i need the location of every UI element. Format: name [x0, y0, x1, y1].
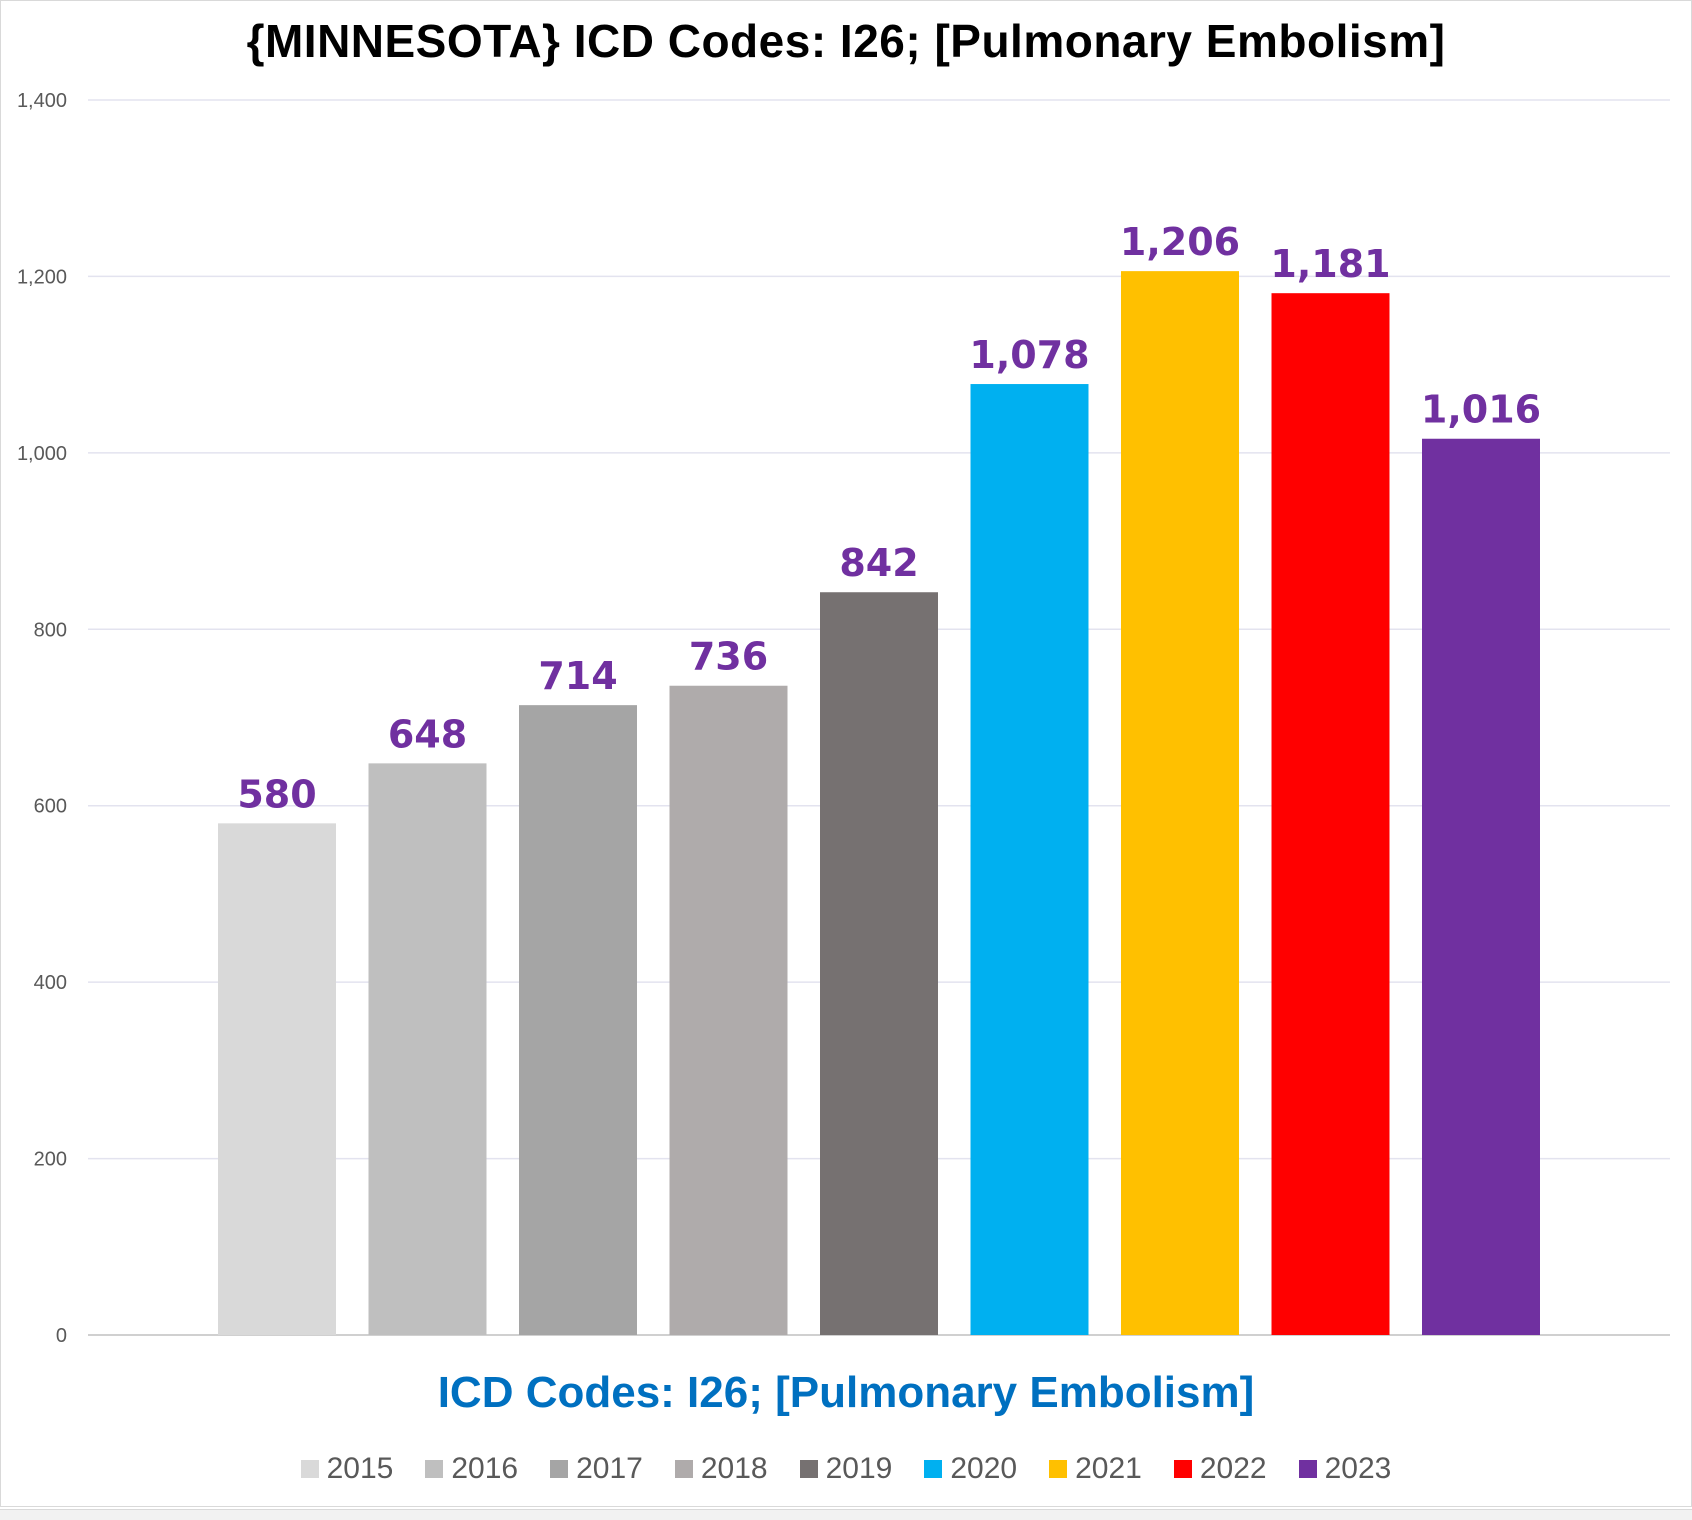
data-label-2019: 842 [839, 541, 918, 585]
legend-swatch [924, 1460, 943, 1478]
y-tick-label: 1,200 [17, 266, 67, 288]
y-tick-label: 1,400 [17, 90, 67, 112]
y-tick-label: 600 [34, 796, 67, 818]
plot-area: 0 200 400 600 800 1,000 1,200 1,400 580 648 714 736… [17, 90, 1670, 1347]
bar-2018 [669, 685, 788, 1335]
legend-label: 2019 [825, 1452, 893, 1485]
bar-2015 [218, 823, 336, 1335]
y-tick-label: 200 [34, 1149, 67, 1171]
legend-item-2017: 2017 [550, 1452, 643, 1486]
data-label-2023: 1,016 [1421, 388, 1541, 432]
legend-label: 2018 [700, 1452, 768, 1485]
data-label-2021: 1,206 [1120, 220, 1240, 264]
legend-label: 2022 [1199, 1452, 1267, 1485]
legend-swatch [1049, 1460, 1068, 1478]
bar-2016 [368, 763, 487, 1335]
bar-2022 [1271, 293, 1390, 1335]
legend-item-2020: 2020 [924, 1452, 1017, 1486]
legend-label: 2015 [326, 1452, 394, 1485]
legend: 2015 2016 2017 2018 2019 2020 2021 2022 2023 [0, 1452, 1692, 1486]
legend-label: 2021 [1075, 1452, 1142, 1485]
legend-item-2023: 2023 [1298, 1452, 1392, 1486]
x-axis-label: ICD Codes: I26; [Pulmonary Embolism] [437, 1368, 1255, 1417]
legend-item-2022: 2022 [1173, 1452, 1267, 1486]
legend-label: 2023 [1324, 1452, 1392, 1485]
y-tick-label: 800 [34, 619, 67, 641]
y-tick-label: 400 [34, 972, 67, 994]
bottom-strip [0, 1509, 1692, 1520]
y-tick-label: 1,000 [17, 443, 67, 465]
bar-2021 [1121, 271, 1239, 1335]
legend-label: 2020 [950, 1452, 1018, 1485]
legend-item-2018: 2018 [674, 1452, 768, 1486]
chart-title: {MINNESOTA} ICD Codes: I26; [Pulmonary E… [246, 15, 1446, 67]
legend-label: 2016 [451, 1452, 519, 1485]
legend-swatch [300, 1460, 319, 1478]
data-label-2017: 714 [538, 654, 617, 698]
legend-swatch [550, 1460, 569, 1478]
bar-2020 [970, 384, 1089, 1335]
legend-swatch [1173, 1460, 1192, 1478]
data-label-2022: 1,181 [1270, 242, 1390, 286]
legend-swatch [1298, 1460, 1317, 1478]
data-label-2018: 736 [689, 635, 768, 679]
legend-item-2019: 2019 [799, 1452, 893, 1486]
data-label-2016: 648 [388, 712, 467, 756]
legend-swatch [425, 1460, 444, 1478]
legend-item-2021: 2021 [1049, 1452, 1142, 1486]
y-tick-label: 0 [56, 1325, 67, 1347]
legend-swatch [674, 1460, 693, 1478]
legend-label: 2017 [576, 1452, 643, 1485]
legend-swatch [799, 1460, 818, 1478]
data-label-2015: 580 [237, 772, 316, 816]
data-label-2020: 1,078 [969, 333, 1089, 377]
bar-2017 [519, 705, 637, 1335]
legend-item-2015: 2015 [300, 1452, 394, 1486]
bar-2019 [820, 592, 938, 1335]
legend-item-2016: 2016 [425, 1452, 518, 1486]
bar-2023 [1422, 438, 1540, 1335]
